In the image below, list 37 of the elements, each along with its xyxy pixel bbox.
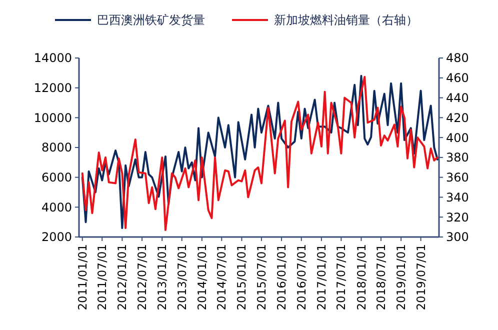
x-tick-label: 2019/01/01 [394, 244, 408, 310]
y2-tick-label: 320 [446, 210, 469, 224]
y-tick-label: 10000 [34, 110, 72, 125]
y2-tick-label: 400 [446, 130, 469, 145]
x-tick-label: 2012/07/01 [135, 244, 150, 310]
x-tick-label: 2017/07/01 [334, 244, 348, 310]
legend-label: 巴西澳洲铁矿发货量 [97, 13, 205, 28]
x-tick-label: 2018/01/01 [354, 244, 368, 310]
x-tick-label: 2018/07/01 [374, 244, 388, 310]
y-tick-label: 12000 [34, 81, 72, 96]
x-tick-label: 2012/01/01 [115, 244, 130, 310]
y2-tick-label: 340 [446, 190, 469, 204]
x-tick-label: 2015/01/01 [234, 244, 249, 310]
x-tick-label: 2013/07/01 [174, 244, 189, 310]
x-tick-label: 2014/07/01 [214, 244, 229, 310]
x-tick-label: 2019/07/01 [414, 244, 428, 310]
x-tick-label: 2016/01/01 [274, 244, 289, 310]
y2-tick-label: 360 [446, 170, 469, 185]
y-tick-label: 4000 [41, 200, 72, 214]
y2-tick-label: 380 [446, 150, 469, 165]
x-tick-label: 2013/01/01 [155, 244, 170, 310]
legend-label: 新加坡燃料油销量（右轴） [274, 13, 418, 28]
y2-tick-label: 480 [446, 51, 469, 66]
y2-tick-label: 440 [446, 90, 469, 105]
y-tick-label: 2000 [41, 230, 72, 244]
x-tick-label: 2014/01/01 [194, 244, 209, 310]
x-tick-label: 2016/07/01 [294, 244, 308, 310]
x-tick-label: 2011/07/01 [95, 244, 110, 310]
x-tick-label: 2015/07/01 [254, 244, 268, 310]
y-tick-label: 6000 [41, 170, 72, 185]
y-tick-label: 8000 [41, 140, 72, 155]
x-tick-label: 2011/01/01 [75, 244, 90, 310]
y2-tick-label: 420 [446, 110, 469, 125]
y2-tick-label: 460 [446, 71, 469, 86]
x-tick-label: 2017/01/01 [314, 244, 328, 310]
y-tick-label: 14000 [34, 51, 72, 66]
y2-tick-label: 300 [446, 230, 469, 244]
